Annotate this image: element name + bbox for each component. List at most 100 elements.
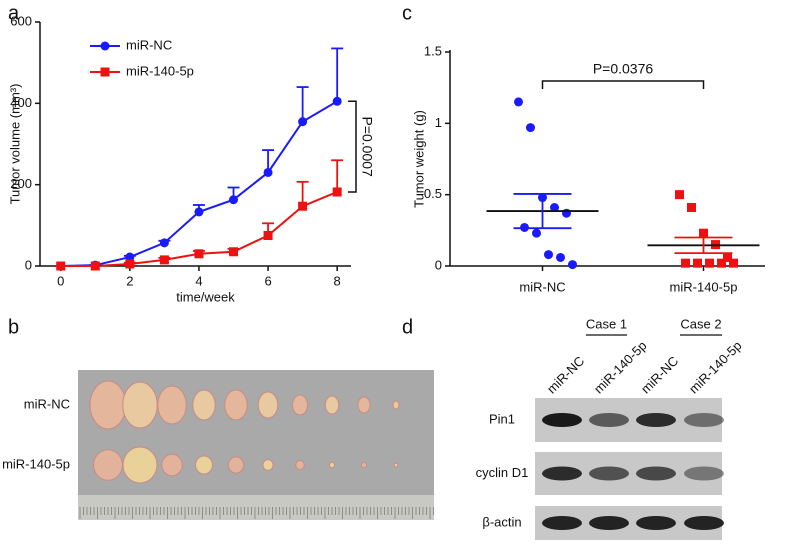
- tumor: [357, 396, 371, 414]
- tumor: [295, 460, 305, 470]
- marker: [699, 228, 708, 238]
- tumor: [89, 380, 127, 430]
- sem-shape: [674, 236, 733, 255]
- panel-label: a: [8, 2, 20, 24]
- band: [684, 466, 724, 481]
- tumor: [122, 446, 158, 484]
- y-tick-label: 1: [435, 115, 442, 130]
- band: [589, 413, 629, 427]
- marker: [332, 96, 342, 106]
- marker: [532, 228, 541, 238]
- y-tick-label: 0: [435, 257, 442, 272]
- row-label: miR-NC: [24, 396, 70, 411]
- marker: [298, 201, 308, 211]
- protein-label: Pin1: [489, 411, 515, 426]
- tumor: [224, 389, 248, 421]
- marker: [194, 207, 204, 217]
- tumor: [262, 459, 274, 471]
- p-bracket: [541, 80, 705, 89]
- band: [589, 516, 629, 530]
- y-tick-label: 400: [10, 95, 32, 110]
- row-label: miR-140-5p: [2, 456, 70, 471]
- tumor: [392, 400, 400, 410]
- lane-label: miR-NC: [544, 353, 587, 396]
- marker: [229, 195, 239, 205]
- band: [589, 466, 629, 481]
- marker: [562, 208, 571, 218]
- blots: [535, 398, 724, 540]
- tumor: [360, 461, 368, 469]
- tumor: [93, 449, 123, 481]
- lane-label: miR-NC: [638, 353, 681, 396]
- marker: [687, 203, 696, 213]
- y-tick-label: 1.5: [424, 43, 442, 58]
- marker: [56, 261, 66, 271]
- y-tick-label: 0.5: [424, 186, 442, 201]
- band: [636, 413, 676, 427]
- marker: [263, 167, 273, 177]
- p-bracket: [348, 100, 357, 193]
- x-tick-label: 2: [126, 273, 133, 288]
- tumor: [257, 391, 279, 419]
- marker: [723, 252, 732, 262]
- marker: [125, 259, 135, 269]
- x-tick-label: 6: [264, 273, 271, 288]
- panel-label: b: [8, 316, 19, 338]
- marker: [298, 117, 308, 127]
- panel-label: c: [402, 2, 412, 24]
- marker: [125, 252, 135, 262]
- marker: [526, 123, 535, 133]
- tumor: [227, 456, 245, 474]
- marker: [705, 258, 714, 268]
- series-line: [60, 100, 338, 267]
- marker: [544, 250, 553, 260]
- tumor: [161, 453, 183, 477]
- marker: [100, 67, 110, 77]
- p-value: P=0.0376: [593, 61, 654, 77]
- x-tick-label: 4: [195, 273, 202, 288]
- tumor: [122, 381, 158, 429]
- sem-bar: [674, 236, 733, 255]
- tumor: [324, 395, 340, 415]
- y-tick-label: 600: [10, 13, 32, 28]
- tumor: [157, 385, 187, 425]
- band: [636, 466, 676, 481]
- tumor: [328, 461, 336, 469]
- band: [684, 516, 724, 530]
- legend-label: miR-140-5p: [126, 63, 194, 78]
- marker: [159, 255, 169, 265]
- tumor: [393, 462, 399, 468]
- marker: [556, 252, 565, 262]
- error-bar: [331, 47, 344, 102]
- marker: [717, 258, 726, 268]
- marker: [332, 187, 342, 197]
- marker: [681, 258, 690, 268]
- x-tick-label: miR-140-5p: [670, 279, 738, 294]
- marker: [514, 97, 523, 107]
- band: [542, 413, 582, 427]
- sem-bar: [513, 193, 572, 230]
- y-tick-label: 0: [25, 257, 32, 272]
- y-axis-label: Tumor volume (mm³): [7, 84, 22, 205]
- error-bar: [296, 86, 309, 122]
- marker: [550, 203, 559, 213]
- marker: [263, 231, 273, 240]
- error-bar: [331, 159, 344, 192]
- marker: [693, 258, 702, 268]
- x-tick-label: miR-NC: [519, 279, 565, 294]
- sem-shape: [513, 193, 572, 230]
- tumor: [292, 394, 308, 416]
- x-tick-label: 0: [57, 273, 64, 288]
- marker: [90, 261, 100, 271]
- marker: [159, 238, 169, 248]
- marker: [729, 258, 738, 268]
- protein-label: β-actin: [482, 514, 521, 529]
- tumor: [195, 455, 213, 475]
- band: [684, 413, 724, 427]
- case-label: Case 2: [680, 316, 721, 331]
- p-value: P=0.0007: [359, 116, 375, 177]
- lane-label: miR-140-5p: [686, 338, 745, 397]
- tumor-photo: [78, 370, 434, 520]
- marker: [675, 190, 684, 200]
